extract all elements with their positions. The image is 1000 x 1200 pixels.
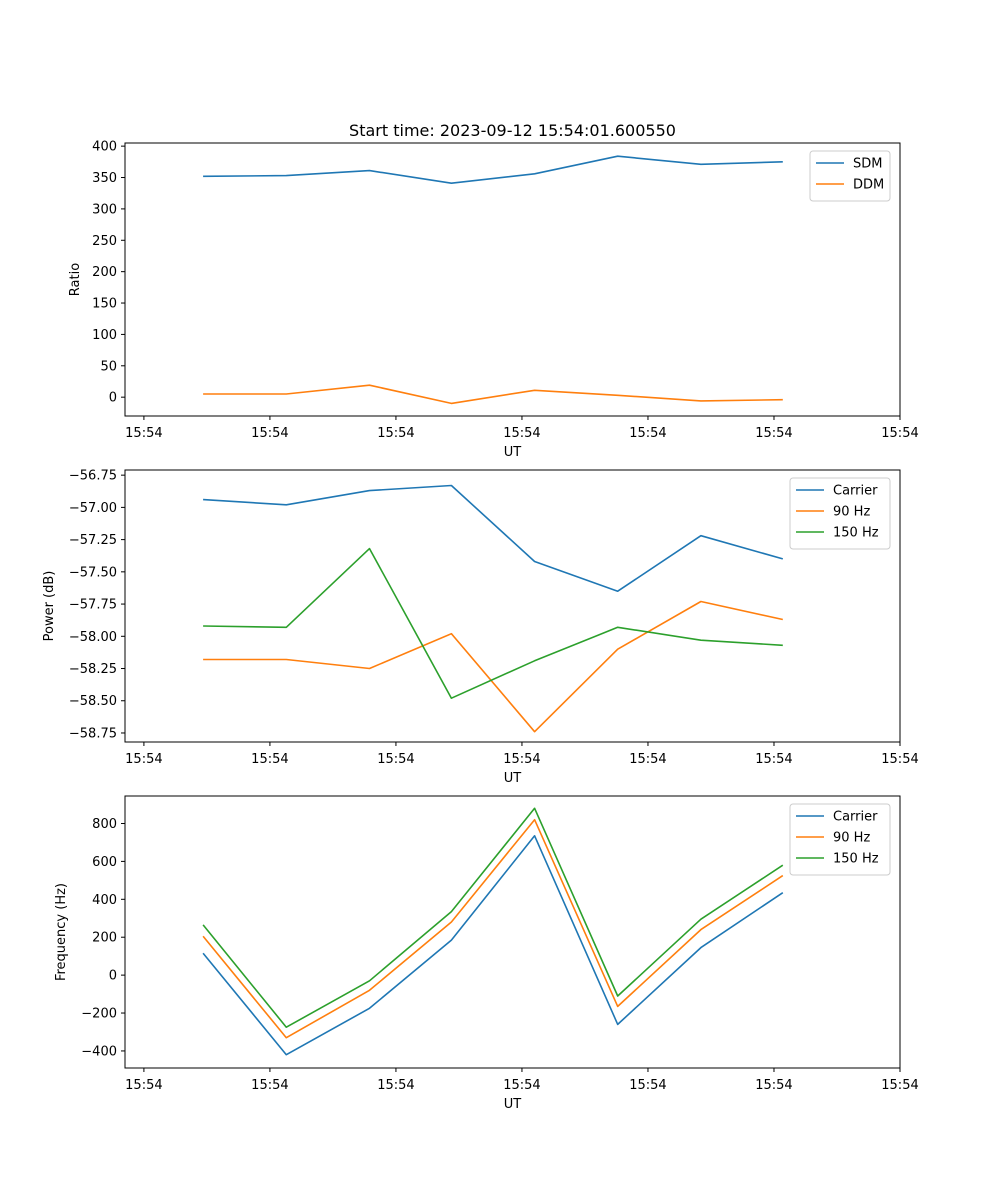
x-tick-label: 15:54 <box>755 426 792 441</box>
y-tick-label: −58.25 <box>69 662 117 677</box>
y-tick-label: −58.50 <box>69 694 117 709</box>
series-line-90-hz <box>203 600 783 733</box>
x-tick-label: 15:54 <box>629 752 666 767</box>
figure-title: Start time: 2023-09-12 15:54:01.600550 <box>349 121 676 140</box>
x-tick-label: 15:54 <box>755 1078 792 1093</box>
y-tick-label: 350 <box>92 171 117 186</box>
frequency-panel: 15:54 15:54 15:54 15:54 15:54 15:54 15:54 −400 −… <box>54 795 919 1112</box>
x-tick-label: 15:54 <box>377 752 414 767</box>
x-tick-label: 15:54 <box>503 426 540 441</box>
x-tick-label: 15:54 <box>503 1078 540 1093</box>
legend: Carrier 90 Hz 150 Hz <box>789 803 891 876</box>
y-tick-label: −400 <box>81 1044 117 1059</box>
legend-entry: 90 Hz <box>833 831 870 846</box>
x-tick-label: 15:54 <box>251 752 288 767</box>
legend-entry: Carrier <box>833 484 878 499</box>
legend-entry: Carrier <box>833 810 878 825</box>
series-line-ddm <box>203 384 783 405</box>
power-panel: 15:54 15:54 15:54 15:54 15:54 15:54 15:54 −56.7… <box>42 469 919 786</box>
x-tick-label: 15:54 <box>125 426 162 441</box>
y-tick-label: 150 <box>92 297 117 312</box>
legend-entry: 150 Hz <box>833 526 879 541</box>
plot-frame <box>124 795 901 1069</box>
y-tick-label: −57.00 <box>69 501 117 516</box>
y-tick-label: 50 <box>100 359 117 374</box>
ratio-panel: 15:54 15:54 15:54 15:54 15:54 15:54 15:54 0 50 10… <box>68 140 919 460</box>
y-tick-label: 200 <box>92 265 117 280</box>
legend-entry: SDM <box>853 157 882 172</box>
x-tick-label: 15:54 <box>251 1078 288 1093</box>
x-tick-label: 15:54 <box>251 426 288 441</box>
series-line-150-hz <box>202 807 784 1028</box>
plot-frame <box>124 469 901 743</box>
series-line-150-hz <box>203 547 783 700</box>
y-tick-label: −56.75 <box>69 469 117 484</box>
y-tick-label: 800 <box>92 817 117 832</box>
x-tick-label: 15:54 <box>629 1078 666 1093</box>
x-tick-label: 15:54 <box>881 426 918 441</box>
y-tick-label: 300 <box>92 202 117 217</box>
x-tick-label: 15:54 <box>881 1078 918 1093</box>
y-tick-label: −58.00 <box>69 630 117 645</box>
legend: Carrier 90 Hz 150 Hz <box>789 477 891 550</box>
legend-entry: DDM <box>853 178 884 193</box>
x-tick-label: 15:54 <box>503 752 540 767</box>
y-tick-label: 0 <box>109 969 117 984</box>
y-tick-label: −57.25 <box>69 533 117 548</box>
series-line-sdm <box>203 155 783 184</box>
x-tick-label: 15:54 <box>629 426 666 441</box>
plot-frame <box>124 142 901 417</box>
y-tick-label: 400 <box>92 893 117 908</box>
y-tick-label: −200 <box>81 1007 117 1022</box>
series-line-carrier <box>202 834 784 1056</box>
y-tick-label: 0 <box>109 391 117 406</box>
y-axis-label: Power (dB) <box>42 571 57 642</box>
x-axis-label: UT <box>504 445 522 460</box>
legend-entry: 90 Hz <box>833 505 870 520</box>
y-tick-label: −57.50 <box>69 565 117 580</box>
y-tick-label: 600 <box>92 855 117 870</box>
y-tick-label: 200 <box>92 931 117 946</box>
x-axis-label: UT <box>504 771 522 786</box>
x-tick-label: 15:54 <box>125 1078 162 1093</box>
y-tick-label: −58.75 <box>69 726 117 741</box>
y-tick-label: 250 <box>92 234 117 249</box>
series-line-90-hz <box>202 818 784 1039</box>
series-line-carrier <box>203 484 784 593</box>
x-axis-label: UT <box>504 1097 522 1112</box>
y-tick-label: −57.75 <box>69 598 117 613</box>
x-tick-label: 15:54 <box>377 1078 414 1093</box>
y-axis-label: Frequency (Hz) <box>54 883 69 981</box>
legend: SDM DDM <box>809 150 891 202</box>
x-tick-label: 15:54 <box>125 752 162 767</box>
y-tick-label: 400 <box>92 140 117 155</box>
y-axis-label: Ratio <box>68 263 83 296</box>
x-tick-label: 15:54 <box>755 752 792 767</box>
x-tick-label: 15:54 <box>881 752 918 767</box>
y-tick-label: 100 <box>92 328 117 343</box>
x-tick-label: 15:54 <box>377 426 414 441</box>
legend-entry: 150 Hz <box>833 852 879 867</box>
